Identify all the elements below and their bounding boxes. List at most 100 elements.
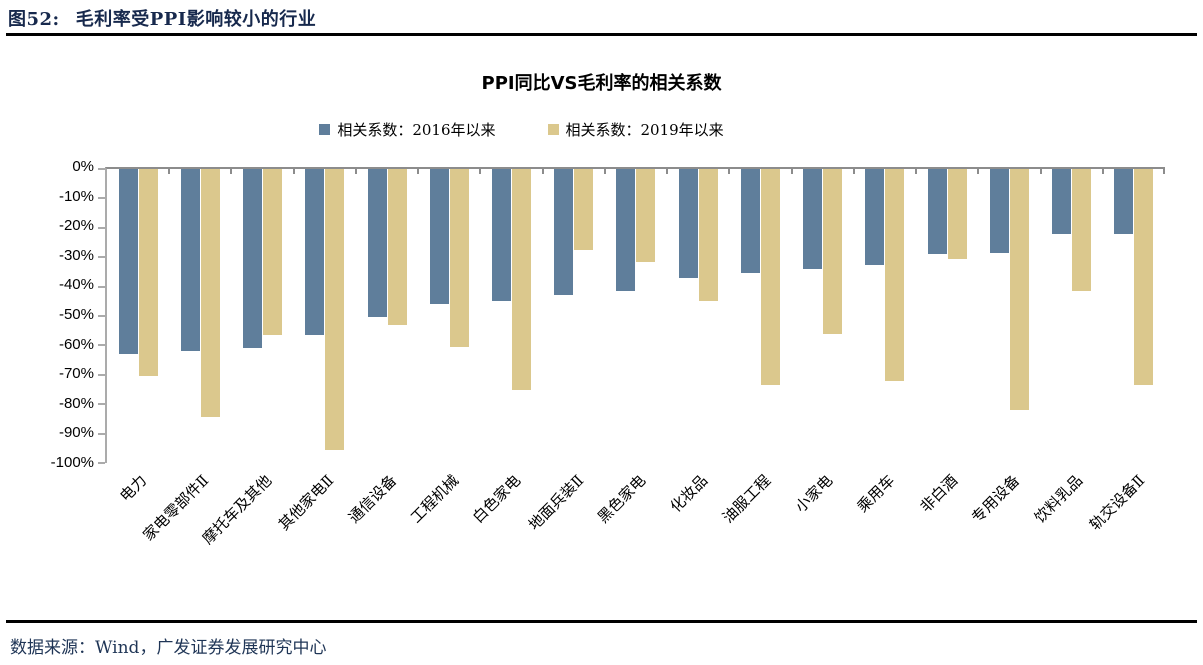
x-label-cell: 乘用车 bbox=[853, 470, 915, 610]
bar-2016-15 bbox=[989, 169, 1009, 253]
x-axis-tick bbox=[292, 169, 295, 174]
legend-label-2019: 相关系数：2019年以来 bbox=[565, 121, 724, 139]
bar-group-1 bbox=[107, 169, 169, 463]
bar-2019-16 bbox=[1072, 169, 1092, 291]
plot-area bbox=[98, 167, 1165, 464]
bar-2016-7 bbox=[492, 169, 512, 302]
bar-2016-2 bbox=[180, 169, 200, 352]
bar-group-11 bbox=[729, 169, 791, 463]
y-axis-label: -50% bbox=[58, 306, 94, 323]
bar-2019-9 bbox=[636, 169, 656, 262]
bar-2019-3 bbox=[263, 169, 283, 336]
bar-group-5 bbox=[356, 169, 418, 463]
category-label-13: 乘用车 bbox=[854, 471, 899, 516]
bar-2016-12 bbox=[803, 169, 823, 269]
x-label-cell: 工程机械 bbox=[407, 470, 479, 610]
bar-2016-17 bbox=[1114, 169, 1134, 234]
bar-2019-6 bbox=[449, 169, 469, 347]
bar-2019-14 bbox=[947, 169, 967, 259]
x-label-cell: 摩托车及其他 bbox=[199, 470, 292, 610]
y-axis-tick bbox=[98, 285, 105, 288]
y-axis-label: -70% bbox=[58, 365, 94, 383]
x-axis-tick bbox=[728, 169, 731, 174]
x-axis-tick bbox=[479, 169, 482, 174]
y-axis-tick bbox=[98, 432, 105, 435]
bar-2019-2 bbox=[200, 169, 220, 418]
y-axis-tick bbox=[98, 373, 105, 376]
figure-number: 图52: bbox=[8, 9, 60, 30]
bar-2019-7 bbox=[512, 169, 532, 390]
y-axis-labels: 0% -10% -20% -30% -40% -50% -60% -70% -80% -90% -1… bbox=[0, 158, 94, 471]
bar-group-13 bbox=[854, 169, 916, 463]
y-axis-tick bbox=[98, 403, 105, 406]
y-axis-tick bbox=[98, 462, 105, 464]
figure-header: 图52: 毛利率受PPI影响较小的行业 bbox=[8, 5, 316, 31]
chart-title: PPI同比VS毛利率的相关系数 bbox=[481, 73, 722, 94]
bar-2019-13 bbox=[885, 169, 905, 381]
x-axis-tick bbox=[790, 169, 793, 174]
bar-2019-10 bbox=[698, 169, 718, 302]
x-label-cell: 白色家电 bbox=[469, 470, 541, 610]
x-label-cell: 小家电 bbox=[791, 470, 853, 610]
x-axis-tick bbox=[230, 169, 233, 174]
bar-group-3 bbox=[231, 169, 293, 463]
bar-2016-13 bbox=[865, 169, 885, 265]
x-label-cell: 化妆品 bbox=[666, 470, 728, 610]
x-axis-tick bbox=[354, 169, 357, 174]
bar-2019-17 bbox=[1134, 169, 1154, 386]
data-source: 数据来源：Wind，广发证券发展研究中心 bbox=[10, 638, 327, 658]
category-label-12: 小家电 bbox=[791, 471, 837, 516]
bar-group-7 bbox=[480, 169, 542, 463]
x-axis-tick bbox=[541, 169, 544, 174]
x-label-cell: 黑色家电 bbox=[594, 470, 666, 610]
bar-2016-10 bbox=[678, 169, 698, 278]
category-label-1: 电力 bbox=[116, 471, 151, 506]
x-label-cell: 轨交设备Ⅱ bbox=[1086, 470, 1165, 610]
bar-group-6 bbox=[418, 169, 480, 463]
x-axis-tick bbox=[915, 169, 918, 174]
y-axis-label: -100% bbox=[50, 454, 94, 471]
bar-2016-3 bbox=[243, 169, 263, 349]
x-axis-tick bbox=[977, 169, 980, 174]
x-label-cell: 其他家电Ⅱ bbox=[275, 470, 354, 610]
y-axis-label: -10% bbox=[58, 187, 94, 205]
legend-swatch-2019 bbox=[547, 124, 559, 135]
x-axis-labels: 电力 家电零部件Ⅱ 摩托车及其他 其他家电Ⅱ 通信设备 工程机械 白色家电 地面兵装Ⅱ 黑色家电… bbox=[105, 470, 1165, 610]
bar-2019-12 bbox=[823, 169, 843, 334]
y-axis-tick bbox=[98, 344, 105, 347]
y-axis-label: 0% bbox=[72, 158, 94, 175]
bar-group-4 bbox=[294, 169, 356, 463]
x-axis-tick bbox=[168, 169, 171, 174]
bar-2016-11 bbox=[740, 169, 760, 274]
bar-group-9 bbox=[605, 169, 667, 463]
bar-group-15 bbox=[978, 169, 1040, 463]
x-axis-tick bbox=[666, 169, 669, 174]
chart-legend: 相关系数：2016年以来 相关系数：2019年以来 bbox=[0, 119, 1123, 140]
y-axis-tick bbox=[98, 197, 105, 200]
bar-2019-11 bbox=[760, 169, 780, 386]
legend-item-2019: 相关系数：2019年以来 bbox=[547, 119, 724, 140]
y-axis-tick bbox=[98, 168, 105, 170]
y-axis-label: -80% bbox=[58, 394, 94, 412]
legend-label-2016: 相关系数：2016年以来 bbox=[337, 121, 496, 139]
bar-2016-5 bbox=[367, 169, 387, 318]
x-label-cell: 通信设备 bbox=[345, 470, 416, 610]
bar-2016-1 bbox=[118, 169, 138, 355]
y-axis-tick bbox=[98, 256, 105, 259]
x-axis-tick bbox=[1163, 169, 1165, 174]
y-axis-tick bbox=[98, 226, 105, 229]
y-axis-label: -40% bbox=[58, 276, 94, 294]
x-axis-tick bbox=[1101, 169, 1104, 174]
bar-2016-6 bbox=[429, 169, 449, 305]
x-axis-tick bbox=[603, 169, 606, 174]
x-axis-tick bbox=[417, 169, 420, 174]
bar-2016-14 bbox=[927, 169, 947, 255]
bar-group-12 bbox=[792, 169, 854, 463]
y-axis-label: -30% bbox=[58, 246, 94, 264]
y-axis-label: -20% bbox=[58, 217, 94, 235]
footer-divider bbox=[6, 620, 1197, 623]
category-label-14: 非白酒 bbox=[916, 471, 962, 516]
x-label-cell: 地面兵装Ⅱ bbox=[524, 470, 604, 610]
bar-2016-9 bbox=[616, 169, 636, 291]
bar-group-8 bbox=[543, 169, 605, 463]
